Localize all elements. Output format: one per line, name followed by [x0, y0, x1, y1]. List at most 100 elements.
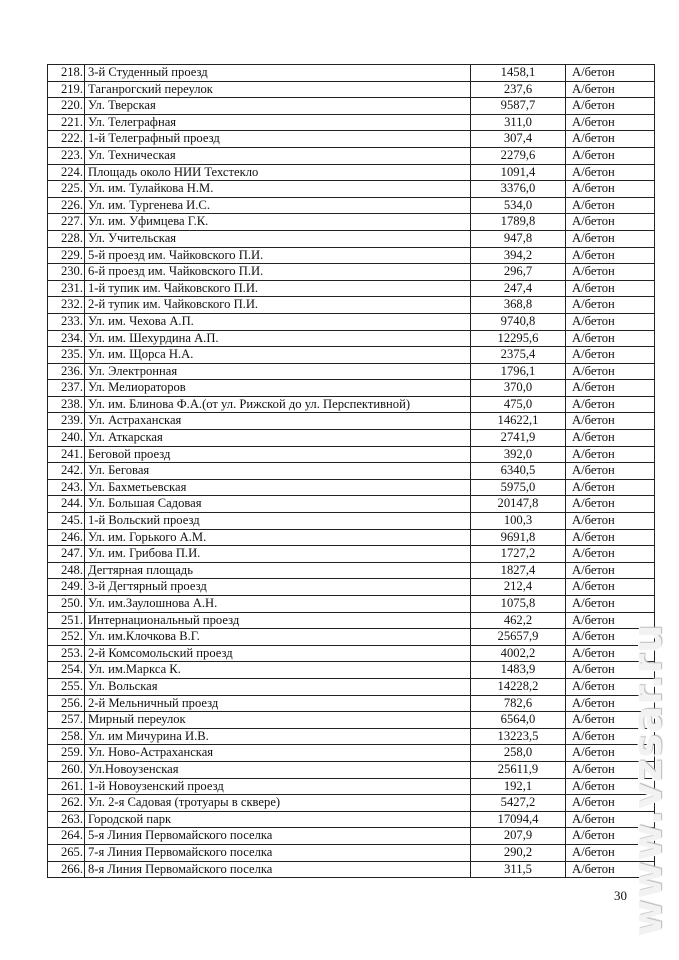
road-name: 1-й тупик им. Чайковского П.И.: [84, 279, 471, 298]
area-value: 296,7: [470, 263, 566, 281]
road-name: Беговой проезд: [84, 445, 471, 464]
table-row: 258. Ул. им Мичурина И.В. 13223,5 А/бетон: [47, 727, 655, 746]
table-row: 233. Ул. им. Чехова А.П. 9740,8 А/бетон: [47, 312, 655, 331]
row-number: 254.: [47, 661, 85, 679]
surface-material: А/бетон: [565, 412, 655, 431]
road-name: Ул. им Мичурина И.В.: [84, 727, 471, 746]
road-name: Ул. Аткарская: [84, 429, 471, 447]
table-row: 239. Ул. Астраханская 14622,1 А/бетон: [47, 412, 655, 431]
area-value: 258,0: [470, 744, 566, 762]
surface-material: А/бетон: [565, 329, 655, 348]
area-value: 947,8: [470, 229, 566, 248]
table-row: 243. Ул. Бахметьевская 5975,0 А/бетон: [47, 478, 655, 497]
road-name: Ул. Учительская: [84, 229, 471, 248]
row-number: 265.: [47, 843, 85, 862]
row-number: 263.: [47, 810, 85, 829]
area-value: 5427,2: [470, 794, 566, 812]
table-row: 231. 1-й тупик им. Чайковского П.И. 247,4 А…: [47, 279, 655, 298]
road-name: Интернациональный проезд: [84, 611, 471, 630]
row-number: 221.: [47, 113, 85, 132]
area-value: 1727,2: [470, 545, 566, 563]
surface-material: А/бетон: [565, 362, 655, 381]
road-name: Ул. им. Тургенева И.С.: [84, 196, 471, 215]
row-number: 249.: [47, 578, 85, 596]
row-number: 257.: [47, 711, 85, 729]
road-name: 1-й Вольский проезд: [84, 512, 471, 530]
area-value: 2279,6: [470, 146, 566, 165]
table-row: 222. 1-й Телеграфный проезд 307,4 А/бетон: [47, 130, 655, 148]
road-name: Площадь около НИИ Техстекло: [84, 163, 471, 182]
area-value: 4002,2: [470, 644, 566, 663]
area-value: 9587,7: [470, 97, 566, 115]
row-number: 241.: [47, 445, 85, 464]
road-name: Ул. Техническая: [84, 146, 471, 165]
area-value: 1075,8: [470, 595, 566, 613]
table-row: 221. Ул. Телеграфная 311,0 А/бетон: [47, 113, 655, 132]
area-value: 307,4: [470, 130, 566, 148]
road-name: Мирный переулок: [84, 711, 471, 729]
table-row: 248. Дегтярная площадь 1827,4 А/бетон: [47, 561, 655, 580]
surface-material: А/бетон: [565, 744, 655, 762]
area-value: 12295,6: [470, 329, 566, 348]
road-name: Ул. им. Шехурдина А.П.: [84, 329, 471, 348]
table-row: 225. Ул. им. Тулайкова Н.М. 3376,0 А/бетон: [47, 180, 655, 198]
surface-material: А/бетон: [565, 561, 655, 580]
surface-material: А/бетон: [565, 429, 655, 447]
table-row: 242. Ул. Беговая 6340,5 А/бетон: [47, 462, 655, 480]
row-number: 223.: [47, 146, 85, 165]
road-name: Ул. Электронная: [84, 362, 471, 381]
road-name: Ул. им.Заулошнова А.Н.: [84, 595, 471, 613]
surface-material: А/бетон: [565, 478, 655, 497]
area-value: 475,0: [470, 395, 566, 414]
surface-material: А/бетон: [565, 229, 655, 248]
area-value: 247,4: [470, 279, 566, 298]
table-row: 236. Ул. Электронная 1796,1 А/бетон: [47, 362, 655, 381]
area-value: 1827,4: [470, 561, 566, 580]
area-value: 25657,9: [470, 628, 566, 646]
row-number: 262.: [47, 794, 85, 812]
table-row: 240. Ул. Аткарская 2741,9 А/бетон: [47, 429, 655, 447]
area-value: 14622,1: [470, 412, 566, 431]
surface-material: А/бетон: [565, 279, 655, 298]
road-name: Таганрогский переулок: [84, 80, 471, 99]
surface-material: А/бетон: [565, 97, 655, 115]
surface-material: А/бетон: [565, 545, 655, 563]
table-body: 218. 3-й Студенный проезд 1458,1 А/бетон 219…: [47, 64, 655, 879]
roads-table: 218. 3-й Студенный проезд 1458,1 А/бетон 219…: [47, 64, 655, 879]
area-value: 311,5: [470, 860, 566, 879]
table-row: 262. Ул. 2-я Садовая (тротуары в сквере) 5…: [47, 794, 655, 812]
road-name: 3-й Дегтярный проезд: [84, 578, 471, 596]
road-name: 8-я Линия Первомайского поселка: [84, 860, 471, 879]
table-row: 250. Ул. им.Заулошнова А.Н. 1075,8 А/бетон: [47, 595, 655, 613]
row-number: 227.: [47, 213, 85, 231]
table-row: 246. Ул. им. Горького А.М. 9691,8 А/бетон: [47, 528, 655, 547]
table-row: 254. Ул. им.Маркса К. 1483,9 А/бетон: [47, 661, 655, 679]
row-number: 234.: [47, 329, 85, 348]
road-name: Ул. Ново-Астраханская: [84, 744, 471, 762]
road-name: Ул. им.Клочкова В.Г.: [84, 628, 471, 646]
area-value: 1091,4: [470, 163, 566, 182]
area-value: 2741,9: [470, 429, 566, 447]
surface-material: А/бетон: [565, 113, 655, 132]
area-value: 370,0: [470, 379, 566, 397]
road-name: 5-й проезд им. Чайковского П.И.: [84, 246, 471, 265]
road-name: Ул.Новоузенская: [84, 760, 471, 779]
row-number: 255.: [47, 677, 85, 696]
road-name: 6-й проезд им. Чайковского П.И.: [84, 263, 471, 281]
table-row: 235. Ул. им. Щорса Н.А. 2375,4 А/бетон: [47, 346, 655, 364]
road-name: 3-й Студенный проезд: [84, 64, 471, 82]
road-name: Ул. Беговая: [84, 462, 471, 480]
area-value: 311,0: [470, 113, 566, 132]
surface-material: А/бетон: [565, 263, 655, 281]
surface-material: А/бетон: [565, 827, 655, 845]
surface-material: А/бетон: [565, 246, 655, 265]
road-name: Ул. им. Грибова П.И.: [84, 545, 471, 563]
row-number: 246.: [47, 528, 85, 547]
area-value: 394,2: [470, 246, 566, 265]
table-row: 227. Ул. им. Уфимцева Г.К. 1789,8 А/бетон: [47, 213, 655, 231]
row-number: 237.: [47, 379, 85, 397]
road-name: Ул. им. Чехова А.П.: [84, 312, 471, 331]
road-name: Ул. Тверская: [84, 97, 471, 115]
surface-material: А/бетон: [565, 462, 655, 480]
table-row: 219. Таганрогский переулок 237,6 А/бетон: [47, 80, 655, 99]
